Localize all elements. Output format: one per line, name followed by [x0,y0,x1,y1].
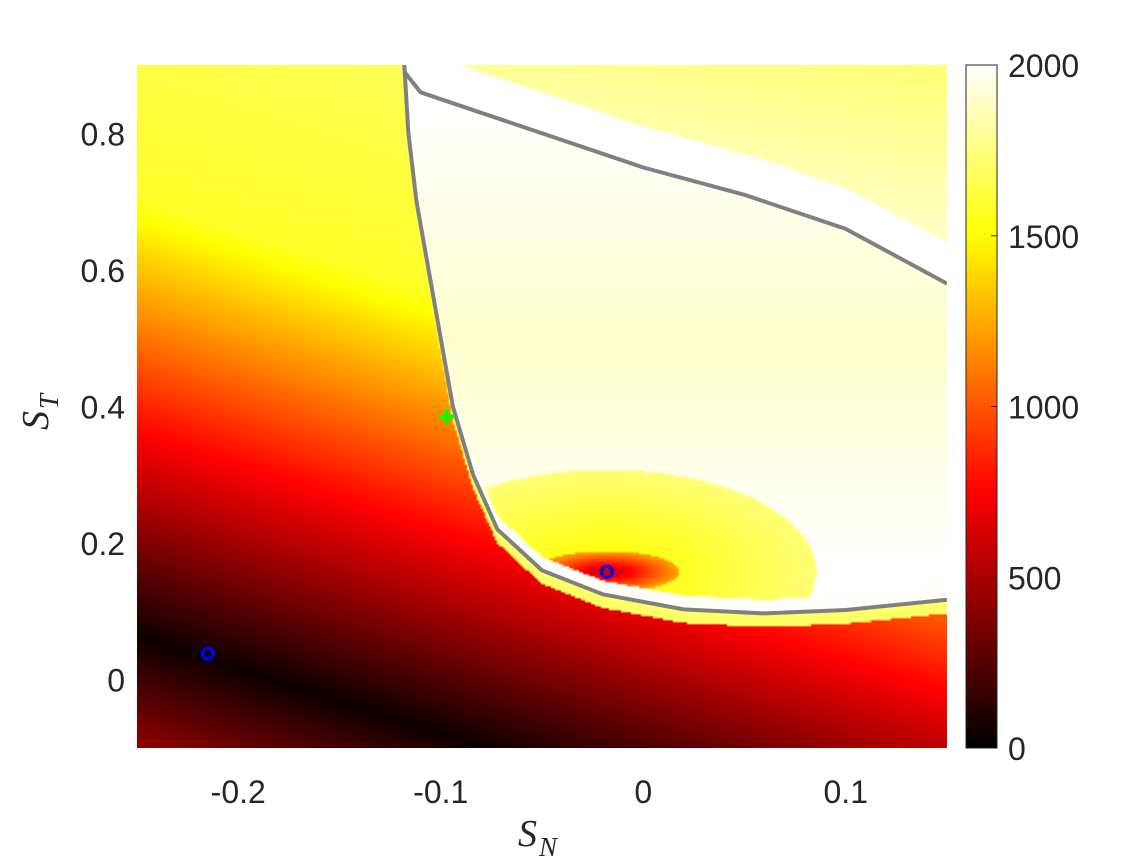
markers [200,408,614,661]
marker-circle-1 [200,646,215,661]
colorbar-tick-label: 1000 [1008,390,1079,426]
x-tick-label: 0.1 [824,774,868,810]
x-tick-label: 0 [634,774,652,810]
heatmap-image [137,65,947,748]
y-tick-label: 0 [107,663,125,699]
y-tick-label: 0.6 [81,253,125,289]
boundary-curves [402,65,947,616]
y-axis-label: ST [15,392,64,430]
colorbar-tick-label: 1500 [1008,219,1079,255]
y-tick-label: 0.4 [81,390,125,426]
y-tick-label: 0.8 [81,116,125,152]
x-axis-label-main: S [518,813,537,855]
colorbar-tick-label: 0 [1008,731,1026,767]
y-axis-label-sub: T [34,392,64,409]
y-tick-label: 0.2 [81,526,125,562]
x-axis-ticks: -0.2 -0.1 0 0.1 [211,774,868,810]
boundary-curve-2 [402,70,947,286]
y-axis-ticks: 0 0.2 0.4 0.6 0.8 [81,116,125,698]
boundary-curve-1 [402,65,947,616]
marker-plus-3 [438,408,455,425]
x-axis-label: SN [518,813,559,862]
x-tick-label: -0.1 [413,774,468,810]
x-tick-label: -0.2 [211,774,266,810]
y-axis-label-main: S [15,411,57,430]
x-axis-label-sub: N [538,832,559,862]
marker-circle-2 [599,564,614,579]
colorbar-tick-label: 500 [1008,560,1061,596]
colorbar-tick-label: 2000 [1008,48,1079,84]
colorbar-ticks: 0 500 1000 1500 2000 [991,48,1079,767]
